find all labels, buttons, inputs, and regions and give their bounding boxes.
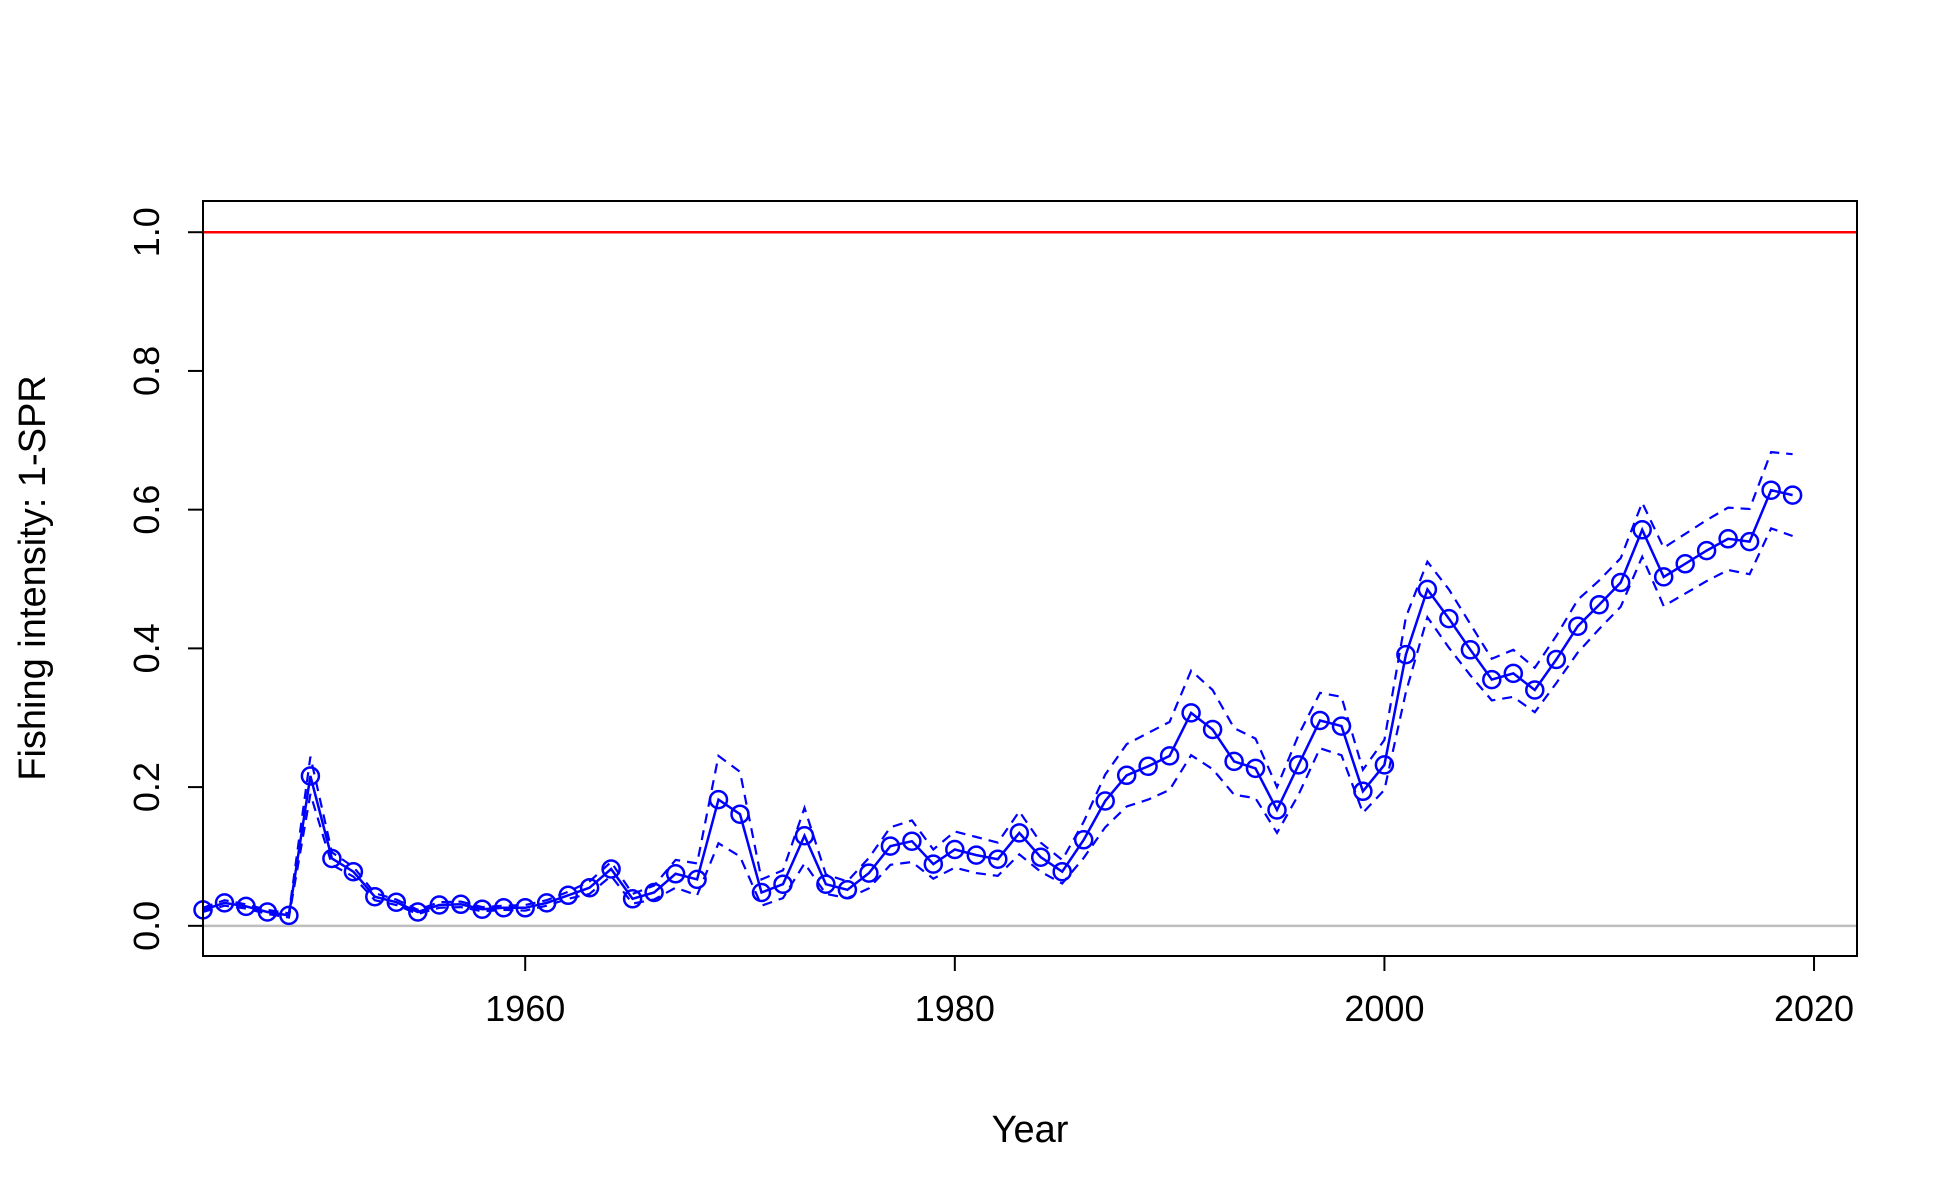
data-point xyxy=(966,845,987,865)
data-point xyxy=(1009,823,1030,843)
y-axis-title: Fishing intensity: 1-SPR xyxy=(12,375,54,781)
data-point xyxy=(1632,520,1652,540)
data-point xyxy=(1718,529,1738,549)
data-point xyxy=(902,831,922,851)
data-point xyxy=(1310,710,1330,731)
data-point xyxy=(386,892,407,912)
x-tick-label: 1960 xyxy=(485,988,565,1029)
data-point xyxy=(1739,531,1760,552)
data-point xyxy=(687,869,707,890)
data-point xyxy=(859,863,879,883)
data-point xyxy=(1589,594,1609,615)
data-point xyxy=(1181,703,1201,723)
data-point xyxy=(1138,756,1158,777)
data-point xyxy=(1095,791,1115,811)
data-point xyxy=(1610,572,1631,593)
data-point xyxy=(1202,719,1223,740)
data-point xyxy=(1503,663,1524,684)
data-point xyxy=(1653,567,1674,587)
data-point xyxy=(945,839,965,860)
data-point xyxy=(923,854,944,874)
x-axis: 1960 1980 2000 2020 xyxy=(485,955,1854,1029)
data-point xyxy=(665,864,686,884)
data-point xyxy=(214,893,235,913)
data-point xyxy=(451,894,471,915)
data-point xyxy=(751,882,772,903)
x-tick-label: 1980 xyxy=(915,988,995,1029)
data-point xyxy=(1374,755,1395,775)
data-point xyxy=(1052,861,1072,882)
y-tick-label: 0.4 xyxy=(126,623,167,673)
data-point xyxy=(1116,765,1137,786)
series-line-lower xyxy=(202,527,1793,919)
y-tick-label: 0.2 xyxy=(126,762,167,812)
data-point xyxy=(816,874,836,894)
data-point xyxy=(1267,800,1287,820)
y-tick-label: 0.6 xyxy=(126,485,167,535)
data-point xyxy=(1396,644,1416,665)
data-point xyxy=(1030,847,1051,867)
data-point xyxy=(1460,640,1481,660)
data-point xyxy=(1525,680,1545,700)
data-point xyxy=(1288,755,1309,775)
y-tick-label: 0.8 xyxy=(126,346,167,396)
series-layer xyxy=(193,450,1803,926)
data-point xyxy=(1417,579,1438,600)
data-point xyxy=(1782,485,1803,505)
data-point xyxy=(515,898,535,918)
data-point xyxy=(300,766,321,786)
data-point xyxy=(1546,649,1567,670)
data-point xyxy=(1675,554,1695,574)
x-tick-label: 2000 xyxy=(1344,988,1424,1029)
y-tick-label: 1.0 xyxy=(126,207,167,257)
series-line-upper xyxy=(202,450,1793,915)
x-axis-title: Year xyxy=(992,1109,1069,1151)
data-point xyxy=(1761,480,1781,500)
data-point xyxy=(579,877,600,898)
data-point xyxy=(1568,616,1588,636)
data-point xyxy=(1159,746,1180,766)
data-point xyxy=(1245,758,1266,779)
y-axis: 0.0 0.2 0.4 0.6 0.8 1.0 xyxy=(126,207,204,951)
data-point xyxy=(622,889,643,909)
data-point xyxy=(1696,540,1717,561)
data-point xyxy=(1073,830,1094,850)
data-point xyxy=(988,849,1008,869)
data-point xyxy=(343,861,364,882)
data-point xyxy=(1224,751,1244,772)
data-point xyxy=(1482,669,1502,690)
data-point xyxy=(493,898,514,918)
y-tick-label: 0.0 xyxy=(126,901,167,951)
data-point xyxy=(880,836,901,856)
x-tick-label: 2020 xyxy=(1774,988,1854,1029)
data-point xyxy=(1439,608,1459,629)
reference-lines xyxy=(203,230,1857,928)
